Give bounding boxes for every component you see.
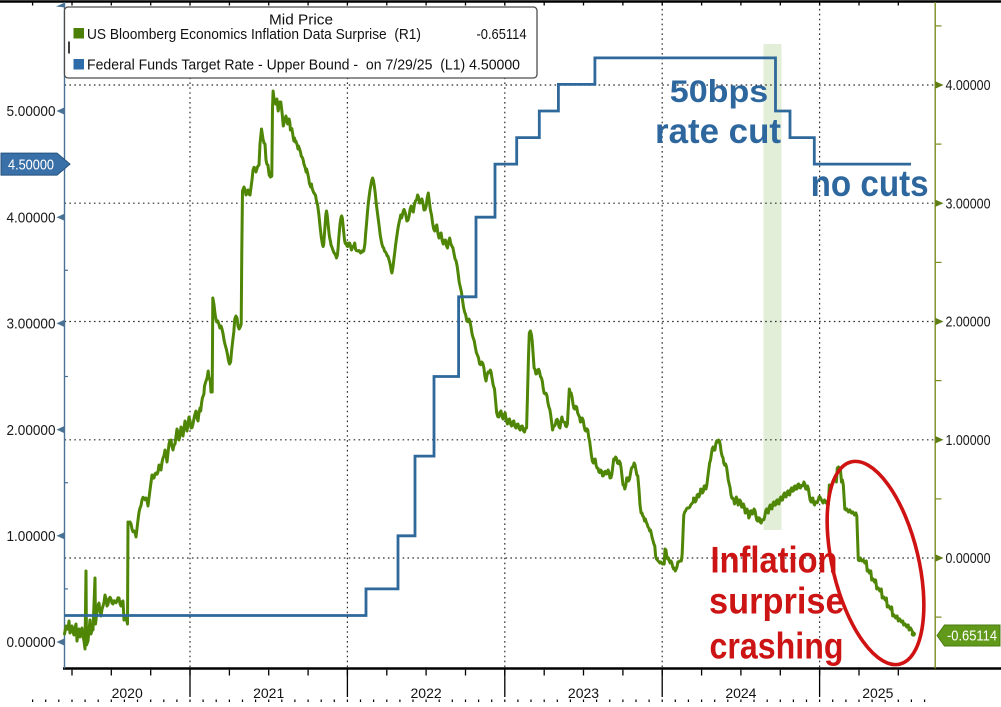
svg-text:5.00000: 5.00000 bbox=[7, 103, 56, 120]
svg-text:2024: 2024 bbox=[725, 685, 756, 701]
svg-text:1.00000: 1.00000 bbox=[7, 528, 56, 545]
svg-text:3.00000: 3.00000 bbox=[7, 316, 56, 333]
svg-text:2021: 2021 bbox=[253, 685, 284, 701]
svg-text:Inflation: Inflation bbox=[711, 540, 838, 581]
svg-text:4.50000: 4.50000 bbox=[8, 156, 54, 173]
svg-text:-0.65114: -0.65114 bbox=[477, 26, 527, 43]
svg-text:1.00000: 1.00000 bbox=[946, 432, 991, 449]
svg-text:Federal Funds Target Rate - Up: Federal Funds Target Rate - Upper Bound … bbox=[87, 57, 520, 74]
svg-text:0.00000: 0.00000 bbox=[946, 550, 991, 567]
svg-text:4.00000: 4.00000 bbox=[7, 209, 56, 226]
svg-text:no cuts: no cuts bbox=[811, 163, 929, 204]
svg-text:-0.65114: -0.65114 bbox=[947, 628, 997, 645]
svg-text:2.00000: 2.00000 bbox=[7, 422, 56, 439]
svg-text:2025: 2025 bbox=[862, 685, 893, 701]
svg-text:crashing: crashing bbox=[710, 626, 844, 667]
svg-text:Mid Price: Mid Price bbox=[269, 12, 333, 29]
svg-text:2022: 2022 bbox=[411, 685, 442, 701]
svg-text:3.00000: 3.00000 bbox=[946, 195, 991, 212]
svg-text:50bps: 50bps bbox=[670, 73, 769, 109]
svg-text:4.00000: 4.00000 bbox=[946, 77, 991, 94]
svg-text:2023: 2023 bbox=[568, 685, 599, 701]
svg-text:0.00000: 0.00000 bbox=[7, 634, 56, 651]
svg-text:2.00000: 2.00000 bbox=[946, 314, 991, 331]
svg-text:rate cut: rate cut bbox=[655, 112, 781, 151]
svg-text:US Bloomberg Economics Inflati: US Bloomberg Economics Inflation Data Su… bbox=[87, 26, 421, 43]
svg-text:surprise: surprise bbox=[709, 581, 845, 622]
svg-text:2020: 2020 bbox=[112, 685, 143, 701]
